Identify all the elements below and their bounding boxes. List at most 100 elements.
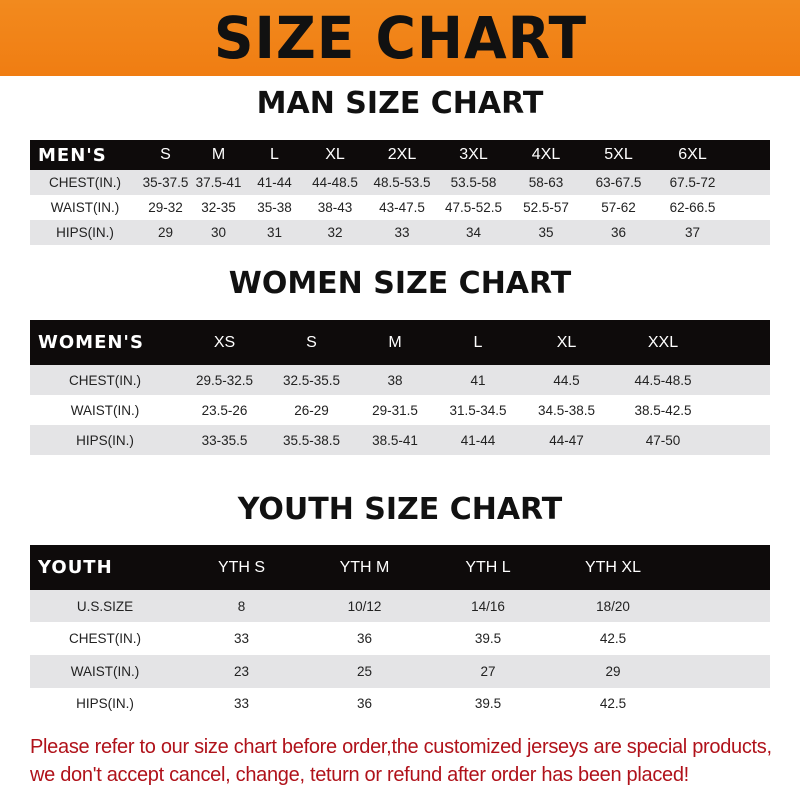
table-header-row: WOMEN'S XS S M L XL XXL: [30, 320, 770, 365]
measurement-label: CHEST(IN.): [30, 170, 140, 195]
measurement-value: 38: [354, 365, 436, 395]
measurement-value: 23: [180, 655, 303, 688]
table-header-row: YOUTH YTH S YTH M YTH L YTH XL: [30, 545, 770, 590]
size-header: XL: [520, 320, 613, 365]
measurement-value: 29-32: [140, 195, 191, 220]
measurement-value: 44-48.5: [303, 170, 367, 195]
size-header: XS: [180, 320, 269, 365]
measurement-value: 47-50: [613, 425, 713, 455]
measurement-label: HIPS(IN.): [30, 425, 180, 455]
measurement-value: 53.5-58: [437, 170, 510, 195]
measurement-value: 38-43: [303, 195, 367, 220]
measurement-value: 14/16: [426, 590, 550, 622]
measurement-value: 39.5: [426, 688, 550, 719]
measurement-label: CHEST(IN.): [30, 365, 180, 395]
measurement-value: 63-67.5: [582, 170, 655, 195]
measurement-label: WAIST(IN.): [30, 195, 140, 220]
header-banner: SIZE CHART: [0, 0, 800, 76]
measurement-value: 25: [303, 655, 426, 688]
measurement-label: WAIST(IN.): [30, 655, 180, 688]
measurement-value: 31: [246, 220, 303, 245]
youth-section-title: YOUTH SIZE CHART: [237, 492, 563, 527]
measurement-value: 48.5-53.5: [367, 170, 437, 195]
header-filler: [730, 140, 770, 170]
measurement-value: 44.5: [520, 365, 613, 395]
row-filler: [730, 170, 770, 195]
measurement-value: 42.5: [550, 622, 676, 655]
measurement-value: 29: [140, 220, 191, 245]
row-filler: [730, 195, 770, 220]
size-header: 6XL: [655, 140, 730, 170]
measurement-value: 62-66.5: [655, 195, 730, 220]
measurement-value: 29.5-32.5: [180, 365, 269, 395]
size-header: YTH S: [180, 545, 303, 590]
size-header: XL: [303, 140, 367, 170]
women-section-title: WOMEN SIZE CHART: [228, 266, 572, 301]
size-header: S: [269, 320, 354, 365]
youth-size-table: YOUTH YTH S YTH M YTH L YTH XL U.S.SIZE 8 10/12…: [30, 545, 770, 719]
measurement-value: 35-37.5: [140, 170, 191, 195]
measurement-value: 36: [582, 220, 655, 245]
size-header: 2XL: [367, 140, 437, 170]
measurement-value: 47.5-52.5: [437, 195, 510, 220]
row-filler: [676, 688, 770, 719]
measurement-value: 33: [180, 622, 303, 655]
measurement-value: 67.5-72: [655, 170, 730, 195]
table-row: WAIST(IN.) 23.5-26 26-29 29-31.5 31.5-34.5 34…: [30, 395, 770, 425]
size-header: XXL: [613, 320, 713, 365]
measurement-value: 32: [303, 220, 367, 245]
measurement-value: 32.5-35.5: [269, 365, 354, 395]
measurement-value: 33: [180, 688, 303, 719]
measurement-value: 41-44: [436, 425, 520, 455]
table-row: U.S.SIZE 8 10/12 14/16 18/20: [30, 590, 770, 622]
measurement-value: 41: [436, 365, 520, 395]
measurement-value: 35.5-38.5: [269, 425, 354, 455]
women-size-table: WOMEN'S XS S M L XL XXL CHEST(IN.) 29.5-32.5 32.5…: [30, 320, 770, 455]
measurement-value: 58-63: [510, 170, 582, 195]
table-row: CHEST(IN.) 29.5-32.5 32.5-35.5 38 41 44.5 44.5…: [30, 365, 770, 395]
measurement-value: 52.5-57: [510, 195, 582, 220]
measurement-value: 33-35.5: [180, 425, 269, 455]
men-size-table: MEN'S S M L XL 2XL 3XL 4XL 5XL 6XL CHEST(IN.) 35-37…: [30, 140, 770, 245]
measurement-label: WAIST(IN.): [30, 395, 180, 425]
measurement-value: 34.5-38.5: [520, 395, 613, 425]
size-header: 4XL: [510, 140, 582, 170]
measurement-value: 36: [303, 688, 426, 719]
measurement-value: 41-44: [246, 170, 303, 195]
measurement-value: 10/12: [303, 590, 426, 622]
measurement-value: 18/20: [550, 590, 676, 622]
row-filler: [713, 395, 770, 425]
measurement-value: 57-62: [582, 195, 655, 220]
size-header: S: [140, 140, 191, 170]
measurement-value: 37.5-41: [191, 170, 246, 195]
measurement-value: 42.5: [550, 688, 676, 719]
measurement-value: 32-35: [191, 195, 246, 220]
measurement-label: HIPS(IN.): [30, 220, 140, 245]
table-row: CHEST(IN.) 33 36 39.5 42.5: [30, 622, 770, 655]
measurement-value: 43-47.5: [367, 195, 437, 220]
notice-line: we don't accept cancel, change, teturn o…: [30, 764, 689, 786]
size-header: L: [436, 320, 520, 365]
measurement-value: 27: [426, 655, 550, 688]
measurement-value: 30: [191, 220, 246, 245]
measurement-value: 29-31.5: [354, 395, 436, 425]
measurement-value: 38.5-41: [354, 425, 436, 455]
notice-line: Please refer to our size chart before or…: [30, 736, 772, 758]
measurement-value: 36: [303, 622, 426, 655]
size-header: L: [246, 140, 303, 170]
size-header: YTH M: [303, 545, 426, 590]
measurement-value: 29: [550, 655, 676, 688]
men-section-title: MAN SIZE CHART: [256, 86, 544, 121]
measurement-value: 8: [180, 590, 303, 622]
row-filler: [730, 220, 770, 245]
table-row: HIPS(IN.) 33-35.5 35.5-38.5 38.5-41 41-44 44-…: [30, 425, 770, 455]
measurement-value: 37: [655, 220, 730, 245]
table-row: WAIST(IN.) 29-32 32-35 35-38 38-43 43-47.5 47.…: [30, 195, 770, 220]
measurement-value: 23.5-26: [180, 395, 269, 425]
row-filler: [713, 425, 770, 455]
measurement-label: CHEST(IN.): [30, 622, 180, 655]
measurement-label: HIPS(IN.): [30, 688, 180, 719]
header-filler: [713, 320, 770, 365]
category-label: WOMEN'S: [30, 320, 180, 365]
category-label: MEN'S: [30, 140, 140, 170]
